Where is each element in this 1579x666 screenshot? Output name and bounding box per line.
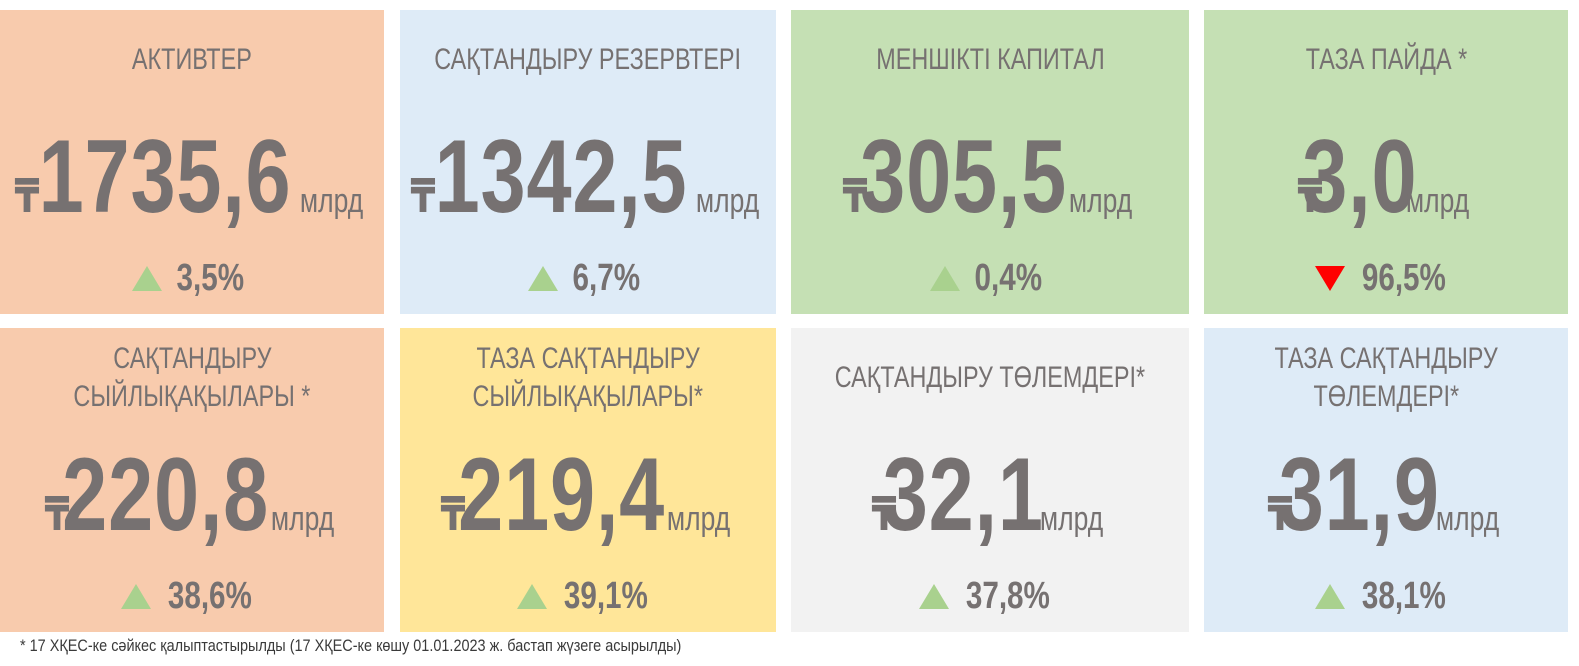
- kpi-card: САҚТАНДЫРУ СЫЙЛЫҚАҚЫЛАРЫ * ₸ 220,8 млрд 38,6%: [0, 328, 384, 632]
- change-row: 38,1%: [1204, 574, 1568, 618]
- currency: ₸: [871, 487, 897, 541]
- value-row: ₸ 220,8 млрд: [0, 436, 384, 556]
- kpi-card: САҚТАНДЫРУ ТӨЛЕМДЕРІ* ₸ 32,1 млрд 37,8%: [791, 328, 1189, 632]
- value: 3,0: [1301, 119, 1417, 235]
- currency: ₸: [842, 169, 868, 223]
- change-row: 38,6%: [0, 574, 384, 618]
- arrow-shape: [1315, 266, 1346, 291]
- arrow-shape: [929, 266, 960, 291]
- kpi-card: САҚТАНДЫРУ РЕЗЕРВТЕРІ ₸ 1342,5 млрд 6,7%: [400, 10, 776, 314]
- currency: ₸: [1297, 169, 1323, 223]
- kpi-card: МЕНШІКТІ КАПИТАЛ ₸ 305,5 млрд 0,4%: [791, 10, 1189, 314]
- card-title: МЕНШІКТІ КАПИТАЛ: [791, 10, 1189, 110]
- unit: млрд: [300, 182, 364, 220]
- value: 1735,6: [39, 119, 292, 235]
- change-row: 37,8%: [791, 574, 1189, 618]
- value-row: ₸ 1342,5 млрд: [400, 118, 776, 238]
- unit: млрд: [1068, 182, 1133, 220]
- title-line: СЫЙЛЫҚАҚЫЛАРЫ *: [73, 380, 311, 413]
- title-line: ТӨЛЕМДЕРІ*: [1313, 380, 1459, 413]
- card-title: САҚТАНДЫРУ СЫЙЛЫҚАҚЫЛАРЫ *: [0, 328, 384, 428]
- title-line: САҚТАНДЫРУ: [112, 342, 272, 375]
- unit: млрд: [696, 182, 760, 220]
- trend-arrow: [929, 266, 960, 291]
- value: 219,4: [457, 437, 665, 553]
- currency: ₸: [440, 487, 466, 541]
- arrow-shape: [527, 266, 558, 291]
- change-row: 3,5%: [0, 256, 384, 300]
- trend-arrow: [1315, 584, 1346, 609]
- currency: ₸: [410, 169, 436, 223]
- unit: млрд: [1039, 500, 1103, 538]
- unit: млрд: [1435, 500, 1499, 538]
- kpi-card: АКТИВТЕР ₸ 1735,6 млрд 3,5%: [0, 10, 384, 314]
- change: 6,7%: [572, 256, 640, 299]
- change: 3,5%: [176, 256, 244, 299]
- card-title: САҚТАНДЫРУ РЕЗЕРВТЕРІ: [400, 10, 776, 110]
- title-line: ТАЗА САҚТАНДЫРУ: [476, 342, 700, 375]
- title-line: ТАЗА ПАЙДА *: [1305, 43, 1467, 76]
- currency: ₸: [44, 487, 70, 541]
- kpi-card: ТАЗА ПАЙДА * ₸ 3,0 млрд 96,5%: [1204, 10, 1568, 314]
- trend-arrow: [131, 266, 162, 291]
- change-row: 39,1%: [400, 574, 776, 618]
- trend-arrow: [121, 584, 152, 609]
- value-row: ₸ 219,4 млрд: [400, 436, 776, 556]
- value-row: ₸ 32,1 млрд: [791, 436, 1189, 556]
- card-title: ТАЗА ПАЙДА *: [1204, 10, 1568, 110]
- title-line: ТАЗА САҚТАНДЫРУ: [1274, 342, 1498, 375]
- change: 0,4%: [974, 256, 1042, 299]
- kpi-card: ТАЗА САҚТАНДЫРУ СЫЙЛЫҚАҚЫЛАРЫ* ₸ 219,4 млрд 3…: [400, 328, 776, 632]
- value: 220,8: [61, 437, 269, 553]
- card-title: ТАЗА САҚТАНДЫРУ СЫЙЛЫҚАҚЫЛАРЫ*: [400, 328, 776, 428]
- change: 38,1%: [1361, 574, 1447, 617]
- change-row: 96,5%: [1204, 256, 1568, 300]
- footnote: * 17 ХҚЕС-ке сәйкес қалыптастырылды (17 …: [20, 636, 682, 655]
- value: 31,9: [1278, 437, 1440, 553]
- card-title: ТАЗА САҚТАНДЫРУ ТӨЛЕМДЕРІ*: [1204, 328, 1568, 428]
- change: 38,6%: [167, 574, 253, 617]
- change: 96,5%: [1361, 256, 1447, 299]
- value: 305,5: [859, 119, 1067, 235]
- unit: млрд: [1406, 182, 1470, 220]
- value-row: ₸ 305,5 млрд: [791, 118, 1189, 238]
- change-row: 0,4%: [791, 256, 1189, 300]
- title-line: САҚТАНДЫРУ РЕЗЕРВТЕРІ: [434, 43, 742, 76]
- trend-arrow: [517, 584, 548, 609]
- change: 39,1%: [563, 574, 649, 617]
- unit: млрд: [666, 500, 731, 538]
- currency: ₸: [14, 169, 40, 223]
- change-row: 6,7%: [400, 256, 776, 300]
- title-line: АКТИВТЕР: [132, 43, 252, 76]
- change: 37,8%: [965, 574, 1051, 617]
- title-line: СЫЙЛЫҚАҚЫЛАРЫ*: [472, 380, 704, 413]
- title-line: МЕНШІКТІ КАПИТАЛ: [875, 43, 1105, 76]
- title-line: САҚТАНДЫРУ ТӨЛЕМДЕРІ*: [834, 361, 1146, 394]
- value-row: ₸ 1735,6 млрд: [0, 118, 384, 238]
- currency: ₸: [1267, 487, 1293, 541]
- arrow-shape: [919, 584, 950, 609]
- trend-arrow: [1315, 266, 1346, 291]
- card-title: САҚТАНДЫРУ ТӨЛЕМДЕРІ*: [791, 328, 1189, 428]
- value-row: ₸ 31,9 млрд: [1204, 436, 1568, 556]
- kpi-card: ТАЗА САҚТАНДЫРУ ТӨЛЕМДЕРІ* ₸ 31,9 млрд 38,1%: [1204, 328, 1568, 632]
- value: 1342,5: [435, 119, 688, 235]
- value-row: ₸ 3,0 млрд: [1204, 118, 1568, 238]
- arrow-shape: [131, 266, 162, 291]
- arrow-shape: [517, 584, 548, 609]
- unit: млрд: [270, 500, 335, 538]
- trend-arrow: [527, 266, 558, 291]
- card-title: АКТИВТЕР: [0, 10, 384, 110]
- trend-arrow: [919, 584, 950, 609]
- arrow-shape: [1315, 584, 1346, 609]
- value: 32,1: [882, 437, 1044, 553]
- arrow-shape: [121, 584, 152, 609]
